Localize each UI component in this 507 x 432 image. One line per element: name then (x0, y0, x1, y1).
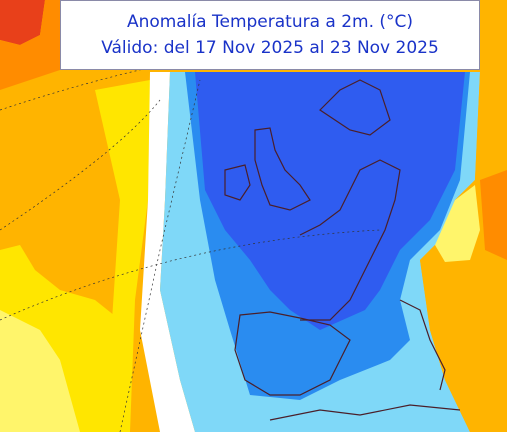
neutral-band (140, 72, 195, 432)
warm-anomaly-east-dark (480, 170, 507, 260)
subtitle-line: Válido: del 17 Nov 2025 al 23 Nov 2025 (101, 38, 439, 58)
coastlines (224, 79, 461, 421)
graticule-line (0, 229, 381, 321)
graticule-line (119, 79, 201, 432)
coastline-iberia (234, 311, 351, 396)
coastline-africa (269, 404, 461, 421)
title-line: Anomalía Temperatura a 2m. (°C) (126, 12, 414, 32)
coastline-scandinavia (319, 79, 391, 136)
map-title: Anomalía Temperatura a 2m. (°C) Válido: … (60, 0, 480, 70)
strong-cold-anomaly (195, 72, 465, 330)
coastline-continent (299, 159, 401, 321)
coastline-ireland (224, 164, 251, 201)
coastline-britain (254, 127, 311, 211)
slight-warm-anomaly (0, 310, 80, 432)
mild-warm-band (95, 80, 150, 432)
coastline-italy (399, 299, 446, 391)
slight-warm-anomaly-east (435, 185, 480, 262)
warm-anomaly-dark (0, 0, 60, 90)
strong-warm-anomaly (0, 0, 45, 45)
